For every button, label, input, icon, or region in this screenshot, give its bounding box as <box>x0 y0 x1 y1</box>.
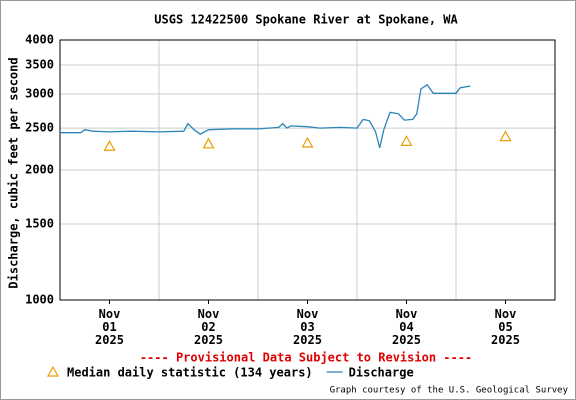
y-tick-label: 3500 <box>25 58 54 72</box>
chart-title: USGS 12422500 Spokane River at Spokane, … <box>154 13 458 27</box>
median-marker <box>499 130 512 142</box>
discharge-line <box>60 83 471 149</box>
x-tick-label: Nov 01 2025 <box>95 307 124 347</box>
y-tick-label: 4000 <box>25 33 54 47</box>
y-tick-label: 1000 <box>25 293 54 307</box>
x-tick-label: Nov 04 2025 <box>392 307 421 347</box>
x-tick-label: Nov 03 2025 <box>293 307 322 347</box>
median-marker <box>202 137 215 149</box>
median-marker <box>103 140 116 151</box>
y-tick-label: 1500 <box>25 216 54 230</box>
credit: Graph courtesy of the U.S. Geological Su… <box>330 386 569 396</box>
legend-marker <box>46 365 60 377</box>
x-tick-label: Nov 02 2025 <box>194 307 223 347</box>
y-tick-label: 3000 <box>25 86 54 100</box>
legend-label: Median daily statistic (134 years) <box>67 366 313 380</box>
y-axis-label: Discharge, cubic feet per second <box>7 57 21 288</box>
x-tick-label: Nov 05 2025 <box>491 307 520 347</box>
median-marker <box>301 136 314 148</box>
annotation: ---- Provisional Data Subject to Revisio… <box>140 351 472 365</box>
legend-label: Discharge <box>349 366 414 380</box>
y-tick-label: 2500 <box>25 121 54 135</box>
median-marker <box>400 135 413 146</box>
y-tick-label: 2000 <box>25 163 54 177</box>
